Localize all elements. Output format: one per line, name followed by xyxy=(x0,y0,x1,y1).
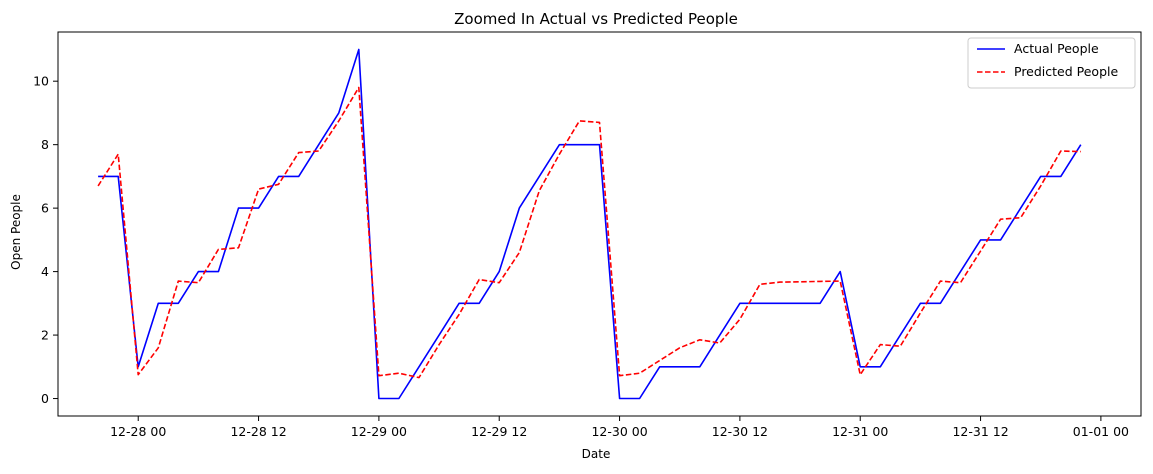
y-tick-label: 10 xyxy=(33,74,49,89)
y-tick-label: 6 xyxy=(41,201,49,216)
x-tick-label: 12-28 00 xyxy=(110,424,166,439)
legend-label-actual-people: Actual People xyxy=(1014,41,1099,56)
legend-label-predicted-people: Predicted People xyxy=(1014,64,1118,79)
chart-title: Zoomed In Actual vs Predicted People xyxy=(454,10,738,28)
x-tick-label: 12-30 12 xyxy=(712,424,768,439)
x-tick-label: 12-29 00 xyxy=(351,424,407,439)
y-tick-label: 4 xyxy=(41,264,49,279)
x-tick-label: 12-31 12 xyxy=(952,424,1008,439)
x-tick-label: 01-01 00 xyxy=(1073,424,1129,439)
y-tick-label: 2 xyxy=(41,328,49,343)
plot-frame xyxy=(57,31,1142,417)
x-tick-label: 12-28 12 xyxy=(230,424,286,439)
x-tick-label: 12-31 00 xyxy=(832,424,888,439)
y-axis-label: Open People xyxy=(9,194,23,270)
x-tick-label: 12-30 00 xyxy=(591,424,647,439)
series-layer xyxy=(97,48,1082,400)
series-line-actual-people xyxy=(98,48,1082,400)
series-line-predicted-people xyxy=(97,86,1081,379)
x-tick-label: 12-29 12 xyxy=(471,424,527,439)
y-tick-label: 8 xyxy=(41,137,49,152)
y-tick-label: 0 xyxy=(41,391,49,406)
legend-box xyxy=(967,37,1136,89)
y-axis-ticks: 0 2 4 6 8 10 xyxy=(33,74,58,406)
x-axis-ticks: 12-28 00 12-28 12 12-29 00 12-29 12 12-30 00… xyxy=(110,416,1129,439)
x-axis-label: Date xyxy=(582,447,611,461)
legend: Actual People Predicted People xyxy=(967,37,1136,89)
